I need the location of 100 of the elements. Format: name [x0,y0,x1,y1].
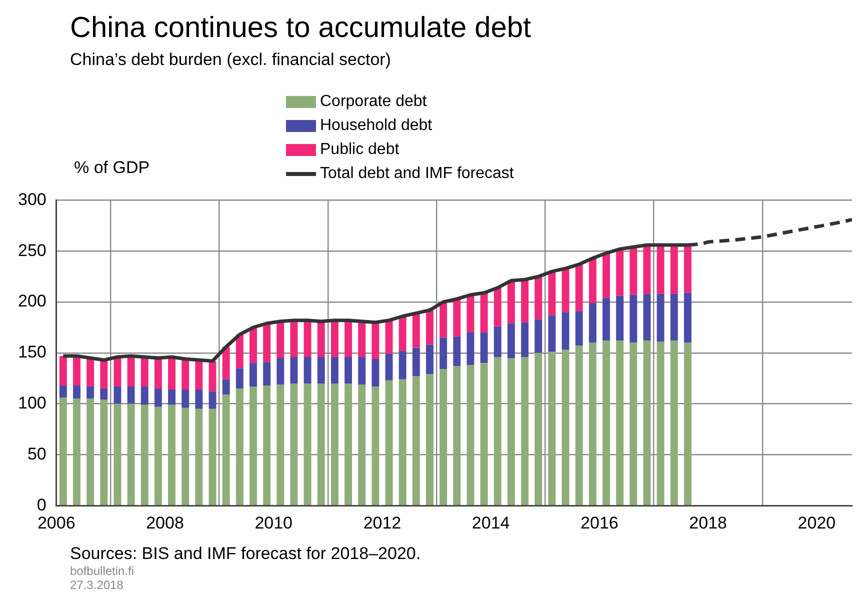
bar [290,320,298,357]
bar [127,386,135,404]
bar [72,398,80,505]
bar [344,356,352,384]
bar [602,253,610,298]
bar [358,321,366,357]
y-axis-title: % of GDP [74,158,150,178]
bar [630,342,638,505]
bar [222,379,230,395]
y-tick-label: 250 [18,240,46,260]
bar [480,292,488,333]
bar [140,356,148,386]
bar [86,358,94,386]
bar [440,338,448,370]
bar [534,319,542,353]
bar [507,323,515,358]
bar [317,383,325,505]
bar [72,385,80,399]
bar [602,340,610,505]
bar [426,344,434,374]
bar [684,292,692,343]
bar [494,326,502,357]
bar [127,356,135,386]
legend-label: Total debt and IMF forecast [320,165,514,183]
bar [588,303,596,343]
bar [140,404,148,505]
bar [466,332,474,366]
bar [208,408,216,505]
bar [588,342,596,505]
bar [154,388,162,407]
chart-title: China continues to accumulate debt [70,12,532,45]
bar [263,362,271,386]
bar [521,322,529,357]
bar [643,244,651,294]
bar [195,390,203,409]
bar [168,404,176,505]
bar [250,327,257,364]
bar [330,320,338,357]
bar [358,384,366,505]
bar [114,386,122,404]
bar [466,294,474,333]
bar [453,298,461,337]
bar [656,294,664,342]
bar [507,280,515,324]
bar [86,398,94,505]
bar [59,398,67,505]
bar [521,356,529,505]
legend-label: Household debt [320,117,432,135]
bar [440,369,448,505]
bar [630,294,638,343]
bar [154,358,162,389]
x-tick-label: 2008 [146,513,184,532]
bar [398,350,406,380]
bar [643,294,651,341]
bar [250,363,257,386]
bar [276,358,284,384]
bar [507,358,515,505]
bar [602,298,610,341]
bar [100,360,108,389]
bar [236,388,244,505]
bar [358,356,366,384]
x-tick-label: 2006 [37,513,76,532]
bar [494,288,502,326]
bar [317,321,325,357]
bar [534,276,542,320]
bar [684,342,692,505]
bar [372,322,380,360]
bar [72,356,80,386]
bar [670,244,678,294]
bar [100,400,108,505]
chart-subtitle: China’s debt burden (excl. financial sector) [70,50,391,70]
bar [453,366,461,505]
bar [222,346,230,380]
bar [643,340,651,505]
bar [154,406,162,505]
bar [521,280,529,322]
bar [236,368,244,389]
bar [684,244,692,293]
bar [534,352,542,505]
x-tick-label: 2010 [254,513,293,532]
bar [562,268,570,312]
bar [372,359,380,386]
bar [263,385,271,505]
bar [168,390,176,405]
bar [263,323,271,362]
bar [385,380,393,505]
bar [344,320,352,357]
bar [616,340,624,505]
y-tick-label: 150 [18,342,46,362]
bar [208,361,216,392]
x-tick-label: 2020 [798,513,836,532]
bar [480,332,488,364]
x-tick-label: 2018 [689,513,727,532]
bar [372,386,380,505]
bar [398,316,406,351]
y-tick-label: 100 [18,393,46,412]
bar [330,383,338,505]
bar [276,321,284,358]
bar [426,374,434,505]
bar [86,386,94,399]
